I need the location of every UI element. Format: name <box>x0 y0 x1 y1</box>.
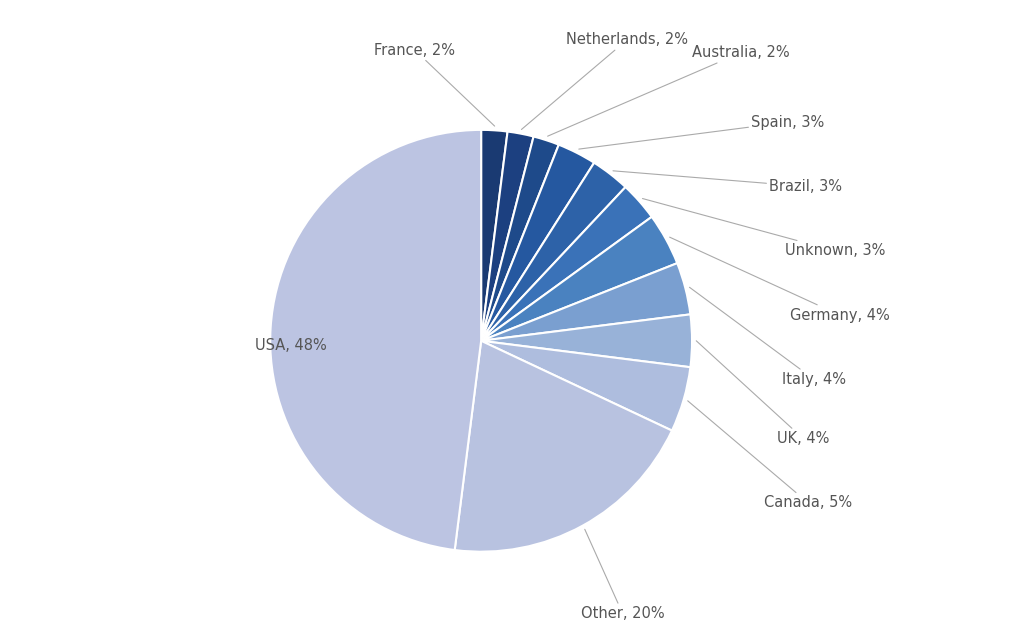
Wedge shape <box>481 341 690 431</box>
Text: Brazil, 3%: Brazil, 3% <box>613 171 842 194</box>
Wedge shape <box>481 187 651 341</box>
Wedge shape <box>481 136 559 341</box>
Text: Unknown, 3%: Unknown, 3% <box>642 199 885 258</box>
Text: France, 2%: France, 2% <box>375 42 495 126</box>
Text: Netherlands, 2%: Netherlands, 2% <box>521 32 688 129</box>
Wedge shape <box>481 145 594 341</box>
Wedge shape <box>481 132 534 341</box>
Wedge shape <box>481 314 692 367</box>
Text: Canada, 5%: Canada, 5% <box>688 401 852 511</box>
Text: USA, 48%: USA, 48% <box>255 338 327 354</box>
Text: UK, 4%: UK, 4% <box>696 341 829 446</box>
Wedge shape <box>481 217 677 341</box>
Wedge shape <box>481 263 690 341</box>
Text: Italy, 4%: Italy, 4% <box>689 287 846 387</box>
Text: Spain, 3%: Spain, 3% <box>579 114 824 149</box>
Wedge shape <box>481 130 508 341</box>
Wedge shape <box>270 130 481 550</box>
Wedge shape <box>455 341 672 552</box>
Text: Other, 20%: Other, 20% <box>581 529 665 621</box>
Text: Germany, 4%: Germany, 4% <box>670 237 890 323</box>
Wedge shape <box>481 163 626 341</box>
Text: Australia, 2%: Australia, 2% <box>548 45 790 136</box>
